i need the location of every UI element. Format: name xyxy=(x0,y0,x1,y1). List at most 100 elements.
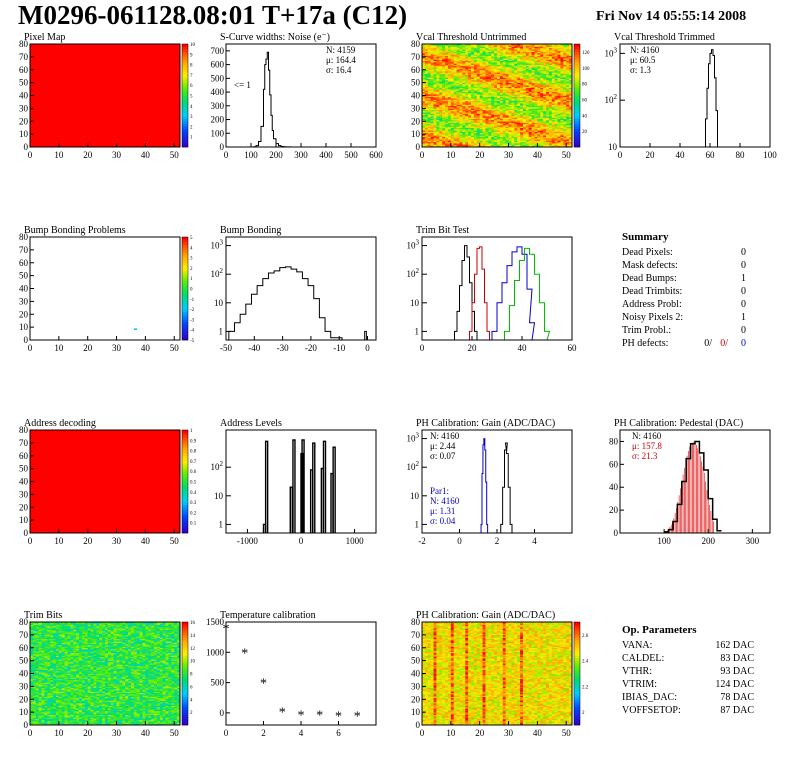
y-tick-label: 30 xyxy=(19,103,29,113)
panel-title: PH Calibration: Pedestal (DAC) xyxy=(614,418,743,429)
panel-title: Address Levels xyxy=(220,418,282,429)
colorbar-step xyxy=(182,270,188,273)
y-tick-label: 20 xyxy=(19,116,29,126)
colorbar-step xyxy=(182,250,188,253)
x-tick-label: 80 xyxy=(736,150,746,160)
summary-value: 1 xyxy=(741,273,746,284)
x-tick-label: 40 xyxy=(533,150,543,160)
colorbar-step xyxy=(182,283,188,286)
colorbar-step xyxy=(182,72,188,75)
colorbar-step xyxy=(574,101,580,104)
colorbar-step xyxy=(182,443,188,446)
y-tick-label: 102 xyxy=(211,460,224,472)
colorbar-step xyxy=(182,263,188,266)
panel-title: Bump Bonding Problems xyxy=(24,225,126,236)
colorbar-step xyxy=(574,80,580,83)
colorbar-label: 2 xyxy=(190,125,193,130)
colorbar-label: 5 xyxy=(190,236,193,241)
x-tick-label: 2 xyxy=(495,536,500,546)
panel-title: Address decoding xyxy=(24,418,96,429)
panel-title: S-Curve widths: Noise (e⁻) xyxy=(220,32,330,43)
x-tick-label: 0 xyxy=(299,536,304,546)
x-tick-label: 0 xyxy=(618,150,623,160)
x-tick-label: 50 xyxy=(562,150,572,160)
x-tick-label: 0 xyxy=(224,150,229,160)
colorbar-step xyxy=(182,80,188,83)
heatmap-cell xyxy=(134,328,137,330)
summary-label: Mask defects: xyxy=(622,260,678,271)
colorbar-step xyxy=(574,62,580,65)
colorbar-label: 7 xyxy=(190,74,193,79)
y-tick-label: 10 xyxy=(19,322,29,332)
y-tick-label: 103 xyxy=(407,432,420,444)
colorbar-step xyxy=(574,90,580,93)
colorbar-label: 0.1 xyxy=(190,522,197,527)
y-tick-label: 60 xyxy=(19,258,29,268)
y-tick-label: 60 xyxy=(609,459,619,469)
y-tick-exp: 2 xyxy=(416,460,420,468)
x-tick-label: 600 xyxy=(369,150,383,160)
summary-value: 0 xyxy=(741,325,746,336)
y-tick-label: 0 xyxy=(416,142,421,152)
colorbar-label: -1 xyxy=(190,298,195,303)
colorbar-step xyxy=(182,278,188,281)
colorbar-label: -4 xyxy=(190,329,195,334)
heatmap-fill xyxy=(30,44,180,147)
y-tick-label: 10 xyxy=(411,129,421,139)
colorbar-step xyxy=(574,85,580,88)
y-tick-label: 80 xyxy=(609,436,619,446)
colorbar-step xyxy=(182,307,188,310)
colorbar-step xyxy=(574,96,580,99)
colorbar-step xyxy=(182,139,188,142)
y-tick-label: 20 xyxy=(411,116,421,126)
ph-gain-histogram: PH Calibration: Gain (ADC/DAC)-2 0 2 411010… xyxy=(407,418,573,546)
colorbar-label: 3 xyxy=(190,115,193,120)
colorbar-step xyxy=(182,515,188,518)
colorbar-step xyxy=(182,317,188,320)
histogram-line xyxy=(664,441,721,531)
y-tick-label: 70 xyxy=(19,438,29,448)
y-tick-exp: 2 xyxy=(220,267,224,275)
colorbar-step xyxy=(182,142,188,145)
colorbar-step xyxy=(574,59,580,62)
colorbar-step xyxy=(182,476,188,479)
colorbar-step xyxy=(574,65,580,68)
y-tick-label: 102 xyxy=(605,93,618,105)
colorbar-step xyxy=(182,461,188,464)
colorbar-step xyxy=(182,494,188,497)
x-tick-label: -1000 xyxy=(237,536,258,546)
colorbar-label: 0.9 xyxy=(190,439,197,444)
x-tick-label: 10 xyxy=(54,150,64,160)
y-tick-label: 80 xyxy=(19,232,29,242)
y-tick-exp: 2 xyxy=(614,93,618,101)
y-tick-label: 70 xyxy=(19,245,29,255)
colorbar-label: -2 xyxy=(190,308,195,313)
x-tick-label: 50 xyxy=(170,343,180,353)
x-tick-label: 20 xyxy=(646,150,656,160)
colorbar-step xyxy=(182,294,188,297)
colorbar-step xyxy=(574,75,580,78)
colorbar-label: 0.7 xyxy=(190,460,197,465)
colorbar-step xyxy=(182,528,188,531)
y-tick-label: 80 xyxy=(19,425,29,435)
colorbar-step xyxy=(182,309,188,312)
y-tick-label: 1 xyxy=(415,326,420,336)
summary-value: 0 xyxy=(741,286,746,297)
colorbar-step xyxy=(182,497,188,500)
colorbar-step xyxy=(182,448,188,451)
colorbar-step xyxy=(182,70,188,73)
colorbar-label: 0.2 xyxy=(190,511,197,516)
colorbar-step xyxy=(182,265,188,268)
colorbar-step xyxy=(182,451,188,454)
colorbar-step xyxy=(574,70,580,73)
y-tick-label: 600 xyxy=(211,60,225,70)
x-tick-label: -30 xyxy=(277,343,289,353)
colorbar-step xyxy=(182,116,188,119)
colorbar-step xyxy=(574,139,580,142)
y-tick-exp: 3 xyxy=(220,239,224,247)
colorbar-step xyxy=(574,93,580,96)
stat-line: σ: 21.3 xyxy=(632,451,658,461)
bump-bonding-histogram: Bump Bonding-50 -40 -30 -20 -10 0110102103 xyxy=(211,225,377,353)
